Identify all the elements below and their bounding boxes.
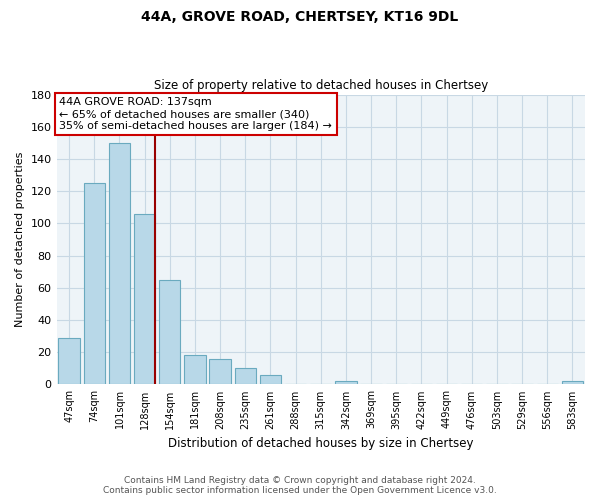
Text: Contains HM Land Registry data © Crown copyright and database right 2024.
Contai: Contains HM Land Registry data © Crown c… xyxy=(103,476,497,495)
Text: 44A GROVE ROAD: 137sqm
← 65% of detached houses are smaller (340)
35% of semi-de: 44A GROVE ROAD: 137sqm ← 65% of detached… xyxy=(59,98,332,130)
Bar xyxy=(562,381,583,384)
Bar xyxy=(235,368,256,384)
Bar xyxy=(83,183,105,384)
Text: 44A, GROVE ROAD, CHERTSEY, KT16 9DL: 44A, GROVE ROAD, CHERTSEY, KT16 9DL xyxy=(142,10,458,24)
Bar xyxy=(260,375,281,384)
Bar xyxy=(184,356,206,384)
Bar xyxy=(209,358,231,384)
X-axis label: Distribution of detached houses by size in Chertsey: Distribution of detached houses by size … xyxy=(168,437,473,450)
Bar xyxy=(134,214,155,384)
Bar xyxy=(109,143,130,384)
Bar xyxy=(335,381,356,384)
Y-axis label: Number of detached properties: Number of detached properties xyxy=(15,152,25,327)
Bar xyxy=(159,280,181,384)
Title: Size of property relative to detached houses in Chertsey: Size of property relative to detached ho… xyxy=(154,79,488,92)
Bar xyxy=(58,338,80,384)
